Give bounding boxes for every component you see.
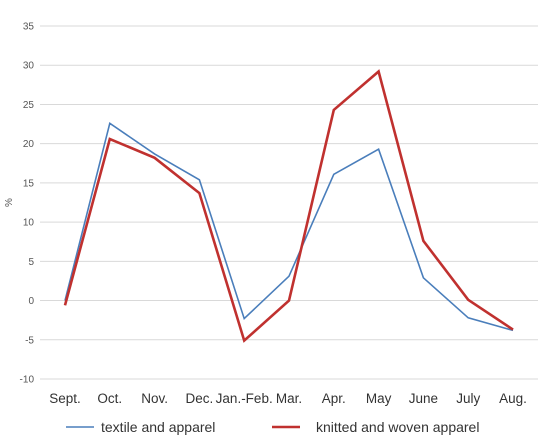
x-tick-label: June: [409, 391, 438, 406]
y-tick-label: 35: [23, 22, 35, 33]
x-tick-label: July: [456, 391, 480, 406]
series-lines: [63, 69, 514, 343]
y-tick-label: 20: [23, 139, 35, 150]
y-tick-label: 25: [23, 100, 35, 111]
legend-label-1: textile and apparel: [101, 419, 215, 435]
series-line-1: [64, 121, 514, 332]
x-tick-label: Oct.: [97, 391, 122, 406]
x-tick-label: Dec.: [186, 391, 214, 406]
x-tick-label: Sept.: [49, 391, 81, 406]
y-tick-label: 15: [23, 178, 35, 189]
x-tick-label: Apr.: [322, 391, 346, 406]
y-tick-label: -10: [20, 375, 35, 386]
y-tick-label: 5: [28, 257, 34, 268]
x-tick-label: Aug.: [499, 391, 527, 406]
y-tick-label: 10: [23, 218, 35, 229]
legend-label-2: knitted and woven apparel: [316, 419, 479, 435]
gridlines: [40, 25, 538, 380]
x-tick-label: Nov.: [141, 391, 168, 406]
y-axis-ticks: -10 -5 0 5 10 15 20 25 30 35: [20, 22, 35, 386]
x-tick-label: Jan.-Feb.: [216, 391, 273, 406]
series-line-2: [63, 69, 514, 343]
x-tick-label: Mar.: [276, 391, 302, 406]
x-axis-ticks: Sept. Oct. Nov. Dec. Jan.-Feb. Mar. Apr. May Jun…: [49, 391, 527, 406]
legend: textile and apparel knitted and woven app…: [66, 419, 479, 435]
x-tick-label: May: [366, 391, 392, 406]
y-axis-label: %: [4, 198, 15, 207]
y-tick-label: 0: [28, 296, 34, 307]
y-tick-label: -5: [25, 335, 34, 346]
y-tick-label: 30: [23, 61, 35, 72]
